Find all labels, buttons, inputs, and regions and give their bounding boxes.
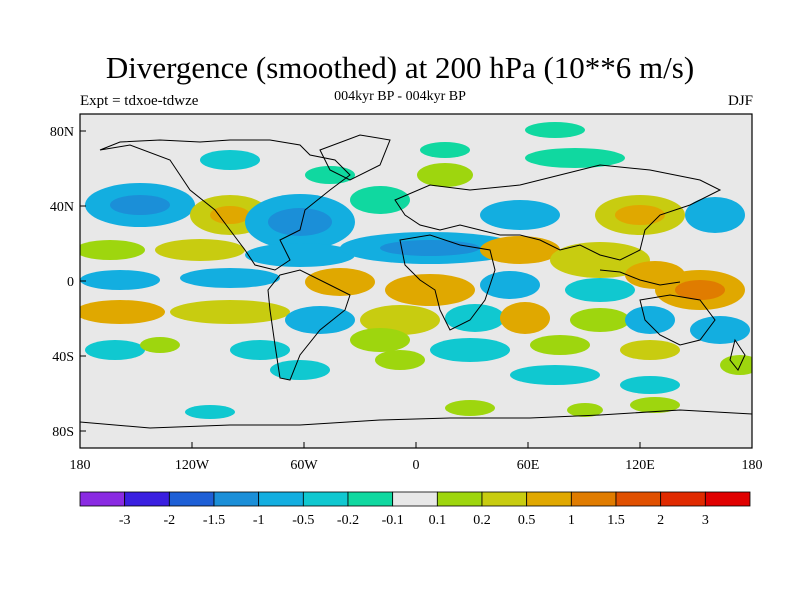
colorbar-label: -3 — [119, 513, 131, 528]
colorbar-swatch — [124, 491, 170, 507]
longitude-axis: 180 120W 60W 0 60E 120E 180 — [70, 442, 763, 473]
colorbar-swatch — [704, 491, 751, 507]
colorbar-label: -1.5 — [203, 513, 225, 528]
season-label: DJF — [727, 93, 753, 109]
longitude-label: 120E — [625, 458, 655, 473]
colorbar-label: -1 — [253, 513, 265, 528]
longitude-label: 60W — [290, 458, 318, 473]
colorbar-swatch — [615, 491, 662, 507]
colorbar-label: 0.5 — [518, 513, 536, 528]
colorbar-label: -0.5 — [292, 513, 314, 528]
colorbar-label: 3 — [702, 513, 709, 528]
colorbar-swatch — [347, 491, 394, 507]
colorbar-swatch — [481, 491, 528, 507]
divergence-field — [80, 122, 752, 419]
longitude-label: 120W — [175, 458, 210, 473]
colorbar: -3 -2 -1.5 -1 -0.5 -0.2 -0.1 0.1 0.2 0.5 1 1.5 2 3 — [79, 491, 751, 528]
colorbar-label: 0.1 — [429, 513, 447, 528]
latitude-label: 0 — [67, 275, 74, 290]
map-title: Divergence (smoothed) at 200 hPa (10**6 … — [105, 50, 695, 85]
colorbar-swatch — [168, 491, 215, 507]
colorbar-label: -2 — [163, 513, 175, 528]
colorbar-label: 2 — [657, 513, 664, 528]
latitude-axis: 80N 40N 0 40S 80S — [50, 125, 86, 440]
longitude-label: 0 — [413, 458, 420, 473]
latitude-label: 80S — [52, 425, 74, 440]
colorbar-swatch — [213, 491, 260, 507]
coastlines — [80, 134, 752, 429]
colorbar-swatch — [436, 491, 483, 507]
longitude-label: 60E — [517, 458, 540, 473]
longitude-label: 180 — [742, 458, 763, 473]
colorbar-label: -0.2 — [337, 513, 359, 528]
colorbar-label: 1.5 — [607, 513, 625, 528]
colorbar-label: 0.2 — [473, 513, 491, 528]
colorbar-swatch — [79, 491, 126, 507]
colorbar-swatch — [660, 491, 706, 507]
latitude-label: 40S — [52, 350, 74, 365]
colorbar-swatch — [526, 491, 572, 507]
latitude-label: 80N — [50, 125, 74, 140]
colorbar-swatch — [392, 491, 438, 507]
latitude-label: 40N — [50, 200, 74, 215]
colorbar-swatch — [302, 491, 349, 507]
colorbar-swatch — [570, 491, 617, 507]
longitude-label: 180 — [70, 458, 91, 473]
colorbar-label: -0.1 — [382, 513, 404, 528]
colorbar-label: 1 — [568, 513, 575, 528]
colorbar-swatch — [258, 491, 304, 507]
experiment-label: Expt = tdxoe-tdwze — [80, 93, 199, 109]
period-subtitle: 004kyr BP - 004kyr BP — [334, 89, 466, 104]
